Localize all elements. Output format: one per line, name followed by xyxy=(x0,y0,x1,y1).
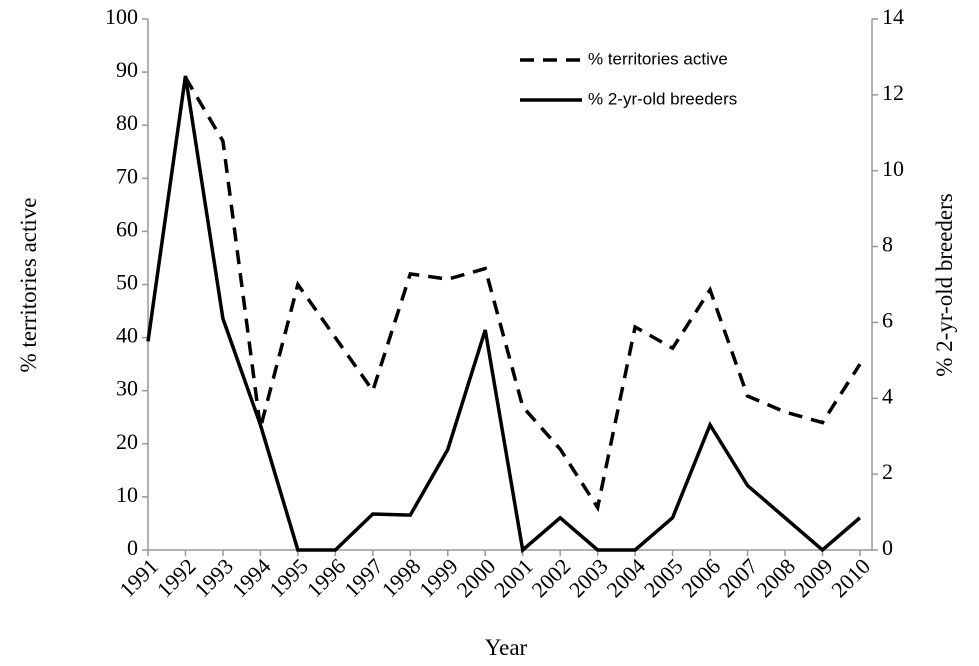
y2-tick-label: 12 xyxy=(882,80,904,105)
x-tick-label: 2009 xyxy=(789,553,838,602)
y2-axis-title: % 2-yr-old breeders xyxy=(932,193,957,377)
x-tick-label: 2002 xyxy=(526,553,575,602)
y2-tick-label: 4 xyxy=(882,383,893,408)
series-line xyxy=(146,75,862,554)
y-tick-label: 80 xyxy=(116,110,138,135)
series-line xyxy=(183,76,862,513)
y-tick-label: 60 xyxy=(116,216,138,241)
x-tick-label: 2010 xyxy=(826,553,875,602)
x-tick-label: 1995 xyxy=(264,553,313,602)
y-tick-label: 20 xyxy=(116,429,138,454)
y2-tick-label: 8 xyxy=(882,232,893,257)
x-tick-label: 1997 xyxy=(339,553,388,602)
x-tick-label: 1991 xyxy=(114,553,163,602)
x-tick-label: 1994 xyxy=(227,553,276,602)
x-tick-label: 2006 xyxy=(676,553,725,602)
y2-tick-label: 2 xyxy=(882,459,893,484)
x-tick-label: 1996 xyxy=(302,553,351,602)
y2-tick-label: 14 xyxy=(882,4,904,29)
x-tick-label: 1999 xyxy=(414,553,463,602)
y-tick-label: 90 xyxy=(116,57,138,82)
y2-tick-label: 6 xyxy=(882,307,893,332)
x-tick-label: 2008 xyxy=(751,553,800,602)
x-tick-label: 2004 xyxy=(601,553,650,602)
y2-tick-label: 0 xyxy=(882,535,893,560)
x-tick-label: 1993 xyxy=(189,553,238,602)
x-tick-label: 2005 xyxy=(639,553,688,602)
x-tick-label: 1992 xyxy=(152,553,201,602)
x-tick-label: 2001 xyxy=(489,553,538,602)
x-axis-title: Year xyxy=(485,635,528,660)
y-tick-label: 40 xyxy=(116,323,138,348)
y-axis-title: % territories active xyxy=(16,198,41,373)
x-tick-label: 1998 xyxy=(377,553,426,602)
y-tick-label: 10 xyxy=(116,482,138,507)
legend-label: % territories active xyxy=(588,49,728,68)
y-tick-label: 0 xyxy=(127,535,138,560)
x-tick-label: 2007 xyxy=(714,553,763,602)
y-tick-label: 70 xyxy=(116,163,138,188)
x-tick-label: 2000 xyxy=(452,553,501,602)
y-tick-label: 100 xyxy=(105,4,138,29)
y2-tick-label: 10 xyxy=(882,156,904,181)
y-tick-label: 30 xyxy=(116,376,138,401)
legend-label: % 2-yr-old breeders xyxy=(588,89,737,108)
x-tick-label: 2003 xyxy=(564,553,613,602)
y-tick-label: 50 xyxy=(116,270,138,295)
